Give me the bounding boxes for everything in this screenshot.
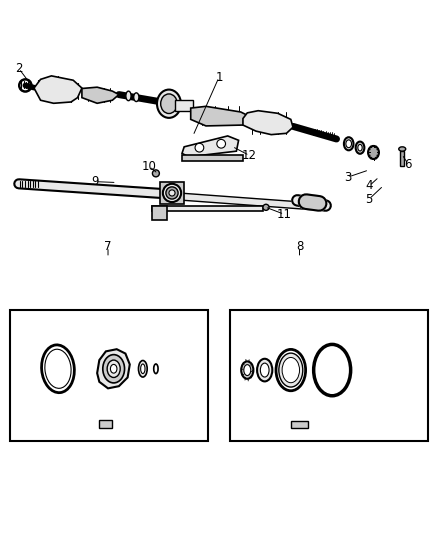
Circle shape [217,140,226,148]
Ellipse shape [134,93,139,102]
Ellipse shape [161,94,177,114]
Ellipse shape [241,361,253,379]
Ellipse shape [163,184,181,202]
Text: 12: 12 [242,149,257,162]
Bar [99,419,113,427]
Polygon shape [97,349,130,389]
Polygon shape [152,206,167,220]
Polygon shape [243,111,293,135]
Bar [160,182,184,204]
Ellipse shape [42,345,74,393]
Text: 3: 3 [344,171,351,184]
Bar [10,310,208,441]
Ellipse shape [126,91,131,101]
Ellipse shape [346,140,352,148]
Ellipse shape [314,344,351,396]
Ellipse shape [279,353,303,387]
Ellipse shape [358,144,362,151]
Bar [400,151,404,166]
Circle shape [195,143,204,152]
Text: 1: 1 [215,71,223,84]
Circle shape [263,204,269,211]
Ellipse shape [356,142,364,154]
Ellipse shape [344,137,353,150]
Text: 11: 11 [277,208,292,221]
Ellipse shape [107,360,120,377]
Ellipse shape [141,364,145,374]
Text: 9: 9 [91,175,99,188]
Ellipse shape [157,90,181,118]
Ellipse shape [138,360,147,377]
Ellipse shape [399,147,406,151]
Polygon shape [82,87,119,103]
Text: 2: 2 [15,62,22,75]
Ellipse shape [282,358,300,383]
Polygon shape [182,155,243,161]
Bar [230,310,428,441]
Ellipse shape [166,187,178,199]
Circle shape [152,170,159,177]
Ellipse shape [244,365,251,376]
Ellipse shape [276,350,306,391]
Ellipse shape [260,363,269,377]
Polygon shape [191,107,254,126]
Text: 6: 6 [405,158,412,171]
Polygon shape [152,206,262,211]
Text: 8: 8 [296,240,303,253]
Ellipse shape [169,190,175,196]
Bar [291,421,308,429]
Ellipse shape [103,354,124,383]
Ellipse shape [110,365,117,373]
Ellipse shape [368,146,379,159]
Text: 10: 10 [142,160,157,173]
Polygon shape [182,136,239,157]
Text: 5: 5 [365,192,373,206]
Ellipse shape [257,359,272,382]
Bar [176,100,193,111]
Text: 4: 4 [365,180,373,192]
Text: 7: 7 [104,240,112,253]
Polygon shape [34,76,82,103]
